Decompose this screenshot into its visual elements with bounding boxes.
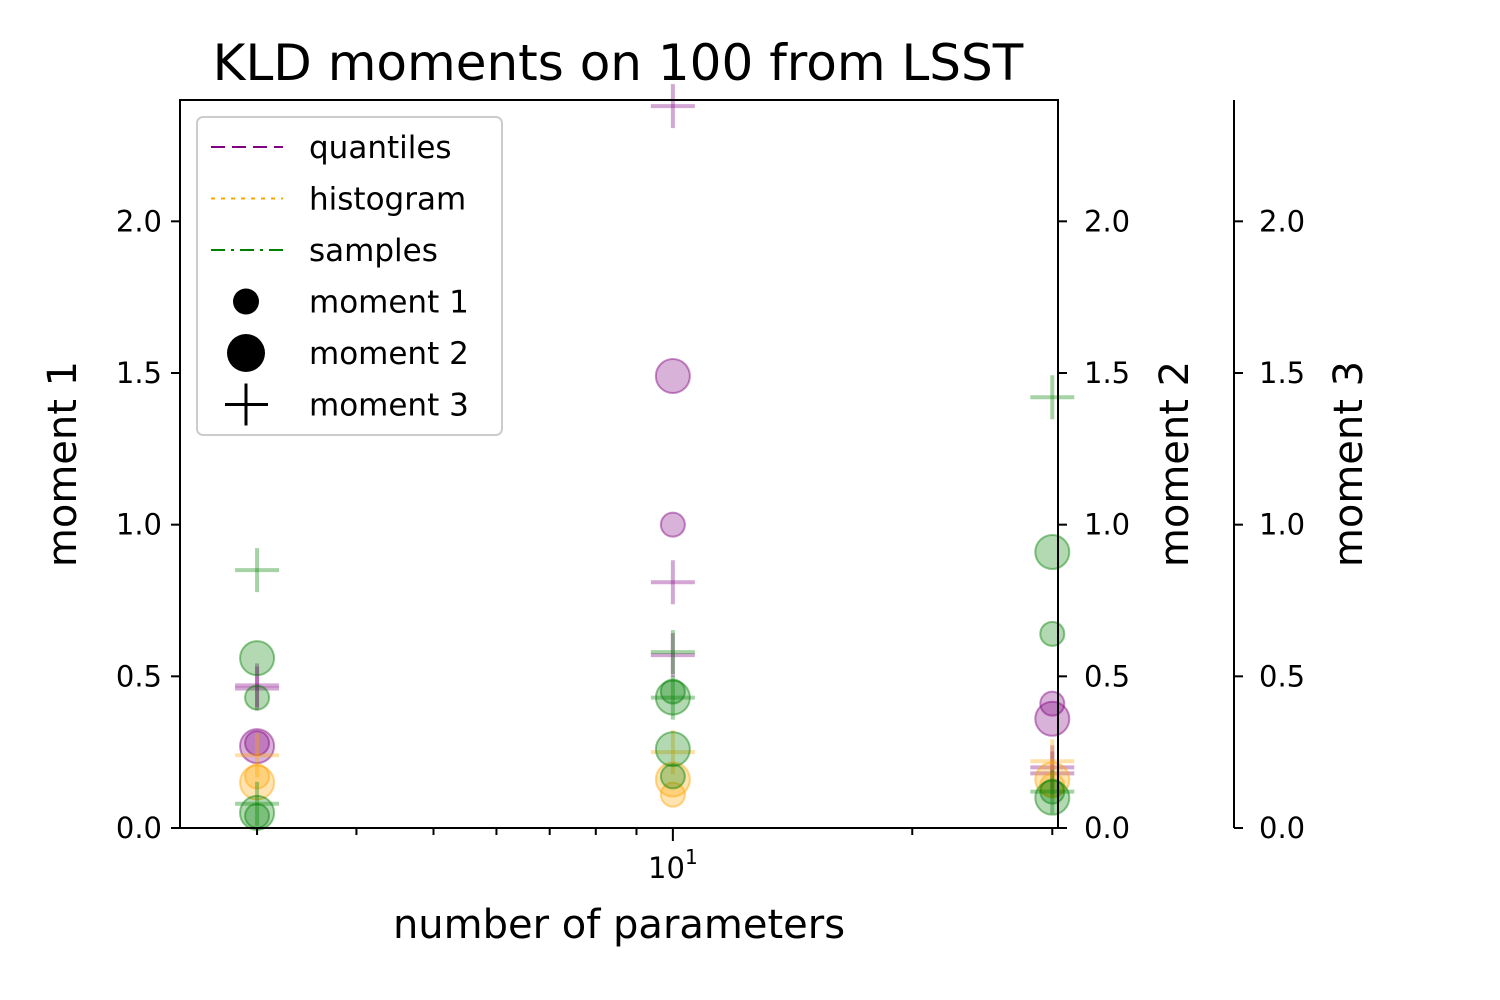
- point-moment-2-histogram: [654, 761, 691, 798]
- y2-tick-label: 1.0: [1084, 508, 1130, 542]
- legend-items: quantiles histogram samples moment 1 moment …: [211, 130, 469, 426]
- point-moment-3-quantiles: [235, 663, 280, 708]
- point-moment-3-quantiles: [1030, 751, 1075, 796]
- x-axis-label: number of parameters: [393, 902, 845, 948]
- y3-tick-label: 1.5: [1259, 356, 1305, 390]
- legend-box: [196, 116, 503, 436]
- legend-label: moment 3: [309, 388, 469, 424]
- point-moment-3-samples: [235, 548, 280, 593]
- point-moment-1-histogram: [659, 781, 686, 808]
- point-moment-3-quantiles: [1030, 745, 1075, 790]
- point-moment-3-samples: [235, 781, 280, 826]
- point-moment-2-histogram: [239, 764, 276, 801]
- y2-tick-label: 0.0: [1084, 811, 1130, 845]
- legend-dot-small-swatch: [233, 288, 259, 315]
- point-moment-2-quantiles: [654, 358, 691, 395]
- y1-tick-label: 2.0: [116, 204, 162, 238]
- point-moment-3-quantiles: [235, 666, 280, 711]
- legend-item: histogram: [211, 182, 466, 218]
- y1-tick-label: 1.5: [116, 356, 162, 390]
- point-moment-3-histogram: [1030, 739, 1075, 784]
- plot-frame: [179, 99, 1059, 829]
- legend: quantiles histogram samples moment 1 moment …: [196, 116, 503, 436]
- chart-title: KLD moments on 100 from LSST: [213, 34, 1024, 92]
- point-moment-3-quantiles: [650, 84, 695, 129]
- point-moment-1-samples: [659, 678, 686, 705]
- point-moment-2-samples: [654, 679, 691, 716]
- point-moment-2-quantiles: [1034, 700, 1071, 737]
- point-moment-2-samples: [239, 640, 276, 677]
- point-moment-3-histogram: [235, 733, 280, 778]
- y1-tick-label: 0.0: [116, 811, 162, 845]
- point-moment-2-samples: [654, 731, 691, 768]
- point-moment-3-samples: [1030, 769, 1075, 814]
- legend-label: samples: [309, 233, 438, 269]
- y2-tick-label: 0.5: [1084, 659, 1130, 693]
- y-axis-label-moment-1: moment 1: [40, 361, 86, 567]
- point-moment-2-quantiles: [239, 728, 276, 765]
- x-tick-label: 101: [648, 845, 698, 885]
- y3-tick-label: 2.0: [1259, 204, 1305, 238]
- point-moment-2-samples: [1034, 533, 1071, 570]
- point-moment-3-samples: [650, 630, 695, 675]
- y3-tick-label: 0.5: [1259, 659, 1305, 693]
- y-axis-label-moment-2: moment 2: [1152, 361, 1198, 567]
- y3-tick-label: 0.0: [1259, 811, 1305, 845]
- legend-label: moment 1: [309, 285, 469, 321]
- legend-label: moment 2: [309, 336, 469, 372]
- y-axis-ticks: 0.0 0.0 0.0 0.5 0.5 0.5 1.0 1.0 1.0 1.5 1.5 1.5 2.0 2…: [116, 204, 1305, 845]
- y3-tick-label: 1.0: [1259, 508, 1305, 542]
- y1-tick-label: 1.0: [116, 508, 162, 542]
- x-axis-ticks: 101: [256, 828, 1054, 885]
- point-moment-1-samples: [244, 684, 271, 711]
- legend-item: moment 2: [227, 334, 469, 372]
- y2-tick-label: 2.0: [1084, 204, 1130, 238]
- point-moment-1-quantiles: [244, 730, 271, 757]
- legend-item: quantiles: [211, 130, 452, 166]
- legend-item: samples: [211, 233, 438, 269]
- legend-item: moment 1: [233, 285, 469, 321]
- point-moment-1-samples: [1039, 620, 1066, 647]
- y2-tick-label: 1.5: [1084, 356, 1130, 390]
- point-moment-3-samples: [1030, 375, 1075, 420]
- legend-label: histogram: [309, 182, 466, 218]
- legend-label: quantiles: [309, 130, 452, 166]
- point-moment-2-histogram: [1034, 761, 1071, 798]
- y-axis-label-moment-3: moment 3: [1326, 361, 1372, 567]
- point-moment-3-quantiles: [650, 633, 695, 678]
- point-moment-3-samples: [650, 675, 695, 720]
- point-moment-1-samples: [659, 763, 686, 790]
- point-moment-1-histogram: [244, 763, 271, 790]
- point-moment-2-samples: [1034, 779, 1071, 816]
- point-moment-3-histogram: [650, 730, 695, 775]
- y1-tick-label: 0.5: [116, 659, 162, 693]
- point-moment-1-quantiles: [659, 511, 686, 538]
- legend-item: moment 3: [225, 383, 469, 426]
- legend-dot-large-swatch: [227, 334, 265, 372]
- point-moment-3-quantiles: [650, 560, 695, 605]
